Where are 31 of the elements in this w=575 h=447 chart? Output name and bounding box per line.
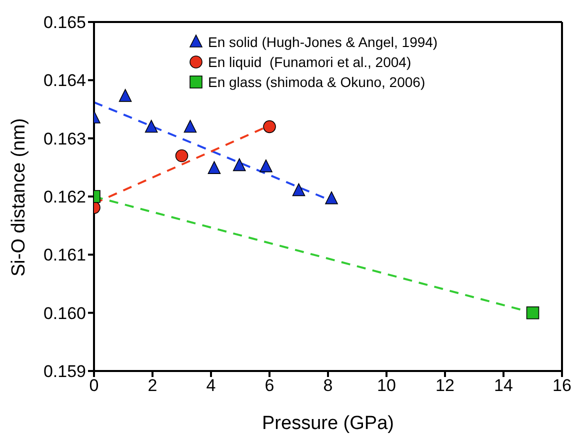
y-tick-label: 0.165 [43, 13, 86, 32]
point [118, 89, 132, 102]
y-tick-label: 0.159 [43, 362, 86, 382]
point [232, 158, 246, 172]
legend-label: En solid (Hugh-Jones & Angel, 1994) [208, 33, 438, 52]
point [144, 120, 158, 133]
point [325, 191, 338, 204]
x-tick-label: 0 [89, 376, 99, 396]
point [175, 149, 188, 162]
x-tick-label: 16 [552, 376, 572, 396]
legend-label: En glass (shimoda & Okuno, 2006) [208, 73, 426, 92]
point [263, 120, 276, 134]
point [292, 183, 306, 196]
point [184, 120, 197, 133]
y-axis-title: Si-O distance (nm) [8, 118, 30, 276]
x-tick-label: 10 [377, 376, 396, 396]
y-tick-label: 0.163 [43, 129, 86, 148]
y-tick-label: 0.162 [43, 188, 86, 207]
x-axis-title: Pressure (GPa) [262, 413, 394, 434]
x-tick-label: 4 [206, 376, 216, 396]
x-tick-label: 8 [323, 376, 333, 396]
y-tick-label: 0.164 [43, 71, 86, 90]
y-tick-label: 0.160 [43, 304, 86, 323]
y-tick-label: 0.161 [43, 246, 86, 265]
x-tick-label: 12 [436, 376, 454, 396]
point [208, 161, 221, 174]
point [260, 159, 272, 172]
x-tick-label: 2 [148, 376, 158, 396]
x-tick-label: 6 [264, 376, 274, 396]
x-tick-label: 14 [494, 376, 513, 396]
legend-label: En liquid (Funamori et al., 2004) [208, 53, 412, 72]
